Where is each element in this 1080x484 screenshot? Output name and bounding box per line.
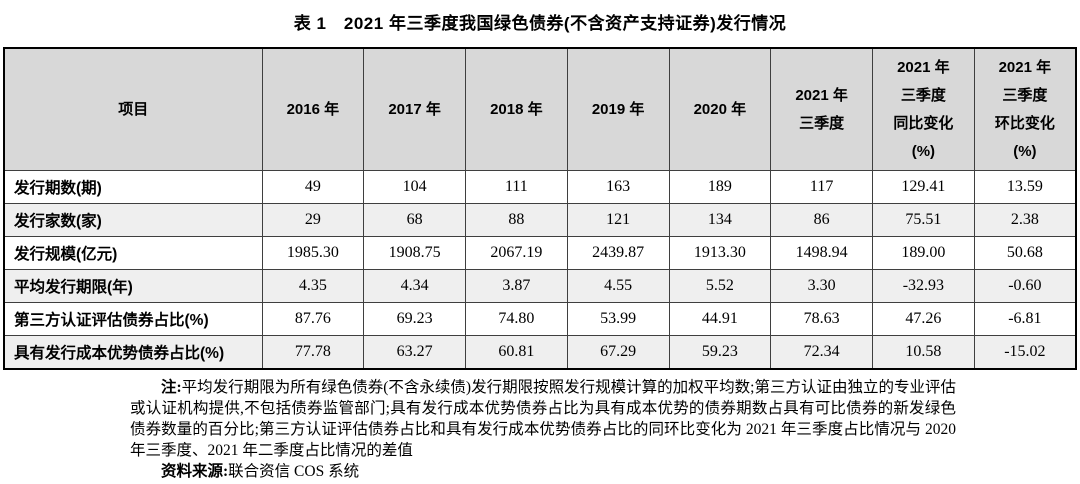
cell-value: 86	[770, 203, 873, 237]
cell-value: 88	[465, 203, 568, 237]
column-header-line: 2018 年	[490, 100, 543, 118]
cell-value: 1985.30	[261, 236, 365, 270]
cell-value: 4.35	[261, 269, 365, 303]
cell-value: 189	[668, 170, 772, 204]
cell-value: 121	[566, 203, 670, 237]
column-header: 2017 年	[363, 47, 466, 171]
table-title: 表 1 2021 年三季度我国绿色债券(不含资产支持证券)发行情况	[293, 14, 787, 33]
column-header: 2021 年三季度	[770, 47, 873, 171]
cell-value: -32.93	[872, 269, 975, 303]
column-header: 2016 年	[261, 47, 365, 171]
source-label: 资料来源:	[161, 462, 229, 480]
table-row: 发行规模(亿元) 1985.30 1908.75 2067.19 2439.87 1913…	[3, 236, 1077, 270]
column-header-line: 三季度	[799, 114, 845, 132]
cell-value: 60.81	[465, 335, 568, 369]
source-line: 资料来源:联合资信 COS 系统	[130, 461, 956, 482]
column-header-line: 2019 年	[591, 100, 645, 118]
cell-value: 13.59	[973, 170, 1077, 204]
cell-value: 111	[465, 170, 568, 204]
cell-value: 2067.19	[465, 236, 568, 270]
table-row: 具有发行成本优势债券占比(%) 77.78 63.27 60.81 67.29 59.23…	[3, 335, 1077, 369]
column-header-line: 2021 年	[998, 58, 1052, 76]
table-row: 平均发行期限(年) 4.35 4.34 3.87 4.55 5.52 3.30 -32.93-…	[3, 269, 1077, 303]
row-label: 具有发行成本优势债券占比(%)	[3, 335, 263, 369]
table-row: 发行期数(期) 49 104 111 163 189 117 129.41 13.59	[3, 170, 1077, 204]
column-header-line: 2017 年	[388, 100, 441, 118]
cell-value: 1498.94	[770, 236, 873, 270]
cell-value: 75.51	[872, 203, 975, 237]
cell-value: 78.63	[770, 302, 873, 336]
cell-value: 189.00	[872, 236, 975, 270]
cell-value: 1913.30	[668, 236, 772, 270]
column-header-line: 同比变化	[893, 114, 954, 132]
table-body: 发行期数(期) 49 104 111 163 189 117 129.41 13.59 发行家数(…	[3, 170, 1077, 369]
cell-value: 3.30	[770, 269, 873, 303]
row-label: 平均发行期限(年)	[3, 269, 263, 303]
table-row: 第三方认证评估债券占比(%) 87.76 69.23 74.80 53.99 44.91 7…	[3, 302, 1077, 336]
cell-value: -15.02	[973, 335, 1077, 369]
cell-value: 163	[566, 170, 670, 204]
row-label: 发行规模(亿元)	[3, 236, 263, 270]
column-header-line: 环比变化	[994, 114, 1055, 132]
header-row: 项目 2016 年 2017 年 2018 年 2019 年 2020 年 2021 年三季…	[3, 47, 1077, 171]
cell-value: 74.80	[465, 302, 568, 336]
column-header-line: (%)	[1013, 142, 1037, 160]
column-header-line: 2021 年	[795, 86, 848, 104]
column-header-line: 三季度	[1002, 86, 1048, 104]
cell-value: 129.41	[872, 170, 975, 204]
column-header-line: 2016 年	[286, 100, 340, 118]
cell-value: 63.27	[363, 335, 466, 369]
cell-value: 67.29	[566, 335, 670, 369]
cell-value: 77.78	[261, 335, 365, 369]
cell-value: 87.76	[261, 302, 365, 336]
cell-value: 5.52	[668, 269, 772, 303]
cell-value: 134	[668, 203, 772, 237]
row-label: 发行家数(家)	[3, 203, 263, 237]
cell-value: -6.81	[973, 302, 1077, 336]
cell-value: 29	[261, 203, 365, 237]
cell-value: 72.34	[770, 335, 873, 369]
row-label: 发行期数(期)	[3, 170, 263, 204]
cell-value: 3.87	[465, 269, 568, 303]
cell-value: 49	[261, 170, 365, 204]
column-header-line: 2021 年	[897, 58, 950, 76]
cell-value: 47.26	[872, 302, 975, 336]
column-header: 2021 年三季度同比变化 (%)	[872, 47, 975, 171]
table-row: 发行家数(家) 29 68 88 121 134 86 75.51 2.38	[3, 203, 1077, 237]
cell-value: 2.38	[973, 203, 1077, 237]
cell-value: -0.60	[973, 269, 1077, 303]
column-header-line: (%)	[911, 142, 936, 160]
column-header: 项目	[3, 47, 263, 171]
cell-value: 69.23	[363, 302, 466, 336]
row-label: 第三方认证评估债券占比(%)	[3, 302, 263, 336]
cell-value: 10.58	[872, 335, 975, 369]
column-header: 2018 年	[465, 47, 568, 171]
cell-value: 50.68	[973, 236, 1077, 270]
cell-value: 2439.87	[566, 236, 670, 270]
cell-value: 4.55	[566, 269, 670, 303]
cell-value: 4.34	[363, 269, 466, 303]
cell-value: 117	[770, 170, 873, 204]
footnotes: 注:平均发行期限为所有绿色债券(不含永续债)发行期限按照发行规模计算的加权平均数…	[130, 377, 956, 482]
cell-value: 53.99	[566, 302, 670, 336]
column-header: 2019 年	[566, 47, 670, 171]
column-header-line: 三季度	[900, 86, 946, 104]
note-paragraph: 注:平均发行期限为所有绿色债券(不含永续债)发行期限按照发行规模计算的加权平均数…	[130, 377, 956, 461]
cell-value: 1908.75	[363, 236, 466, 270]
cell-value: 104	[363, 170, 466, 204]
column-header: 2020 年	[668, 47, 772, 171]
column-header-line: 2020 年	[693, 100, 747, 118]
cell-value: 59.23	[668, 335, 772, 369]
green-bond-issuance-table: 项目 2016 年 2017 年 2018 年 2019 年 2020 年 2021 年三季…	[3, 47, 1077, 370]
note-text: 平均发行期限为所有绿色债券(不含永续债)发行期限按照发行规模计算的加权平均数;第…	[130, 378, 956, 459]
cell-value: 68	[363, 203, 466, 237]
table-header: 项目 2016 年 2017 年 2018 年 2019 年 2020 年 2021 年三季…	[3, 47, 1077, 171]
cell-value: 44.91	[668, 302, 772, 336]
source-text: 联合资信 COS 系统	[228, 462, 360, 480]
column-header-line: 项目	[118, 100, 149, 118]
note-label: 注:	[161, 378, 182, 396]
column-header: 2021 年三季度环比变化 (%)	[973, 47, 1077, 171]
